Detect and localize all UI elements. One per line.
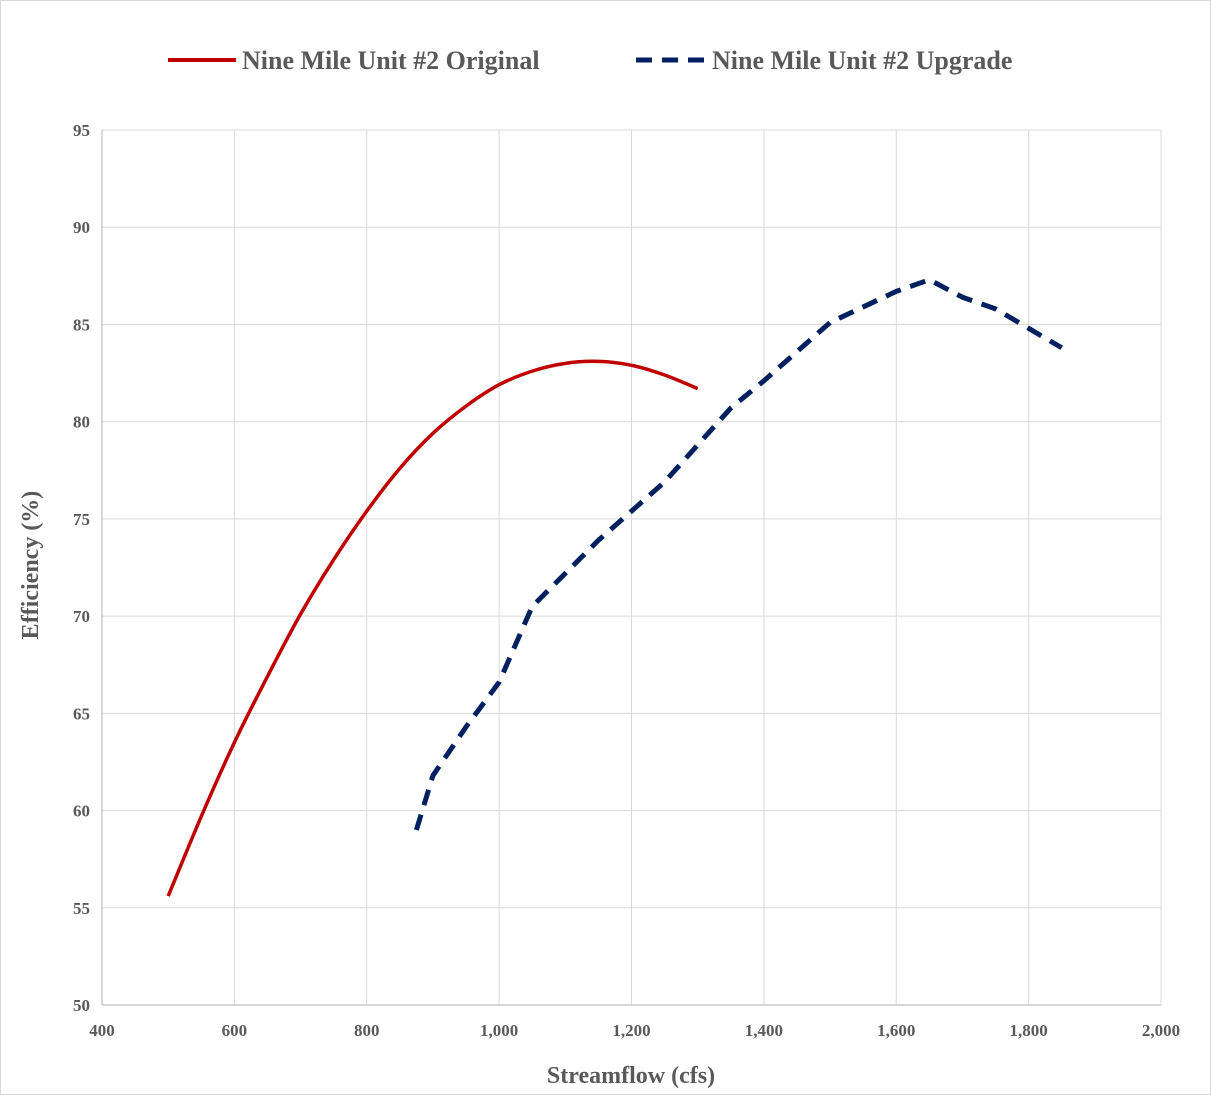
y-tick-label: 95 [73, 121, 90, 140]
grid-lines [102, 129, 1162, 1005]
legend-label-original: Nine Mile Unit #2 Original [242, 46, 540, 75]
legend: Nine Mile Unit #2 Original Nine Mile Uni… [168, 46, 1012, 75]
x-tick-label: 400 [89, 1021, 115, 1040]
axes: 50 55 60 65 70 75 80 85 90 95 400 600 800 1,000 1,200 1… [73, 121, 1180, 1040]
y-tick-label: 65 [73, 704, 90, 723]
x-tick-label: 1,600 [877, 1021, 915, 1040]
y-tick-label: 80 [73, 413, 90, 432]
x-axis-title: Streamflow (cfs) [547, 1063, 715, 1089]
y-tick-label: 75 [73, 510, 90, 529]
series-lines [166, 277, 1063, 897]
y-tick-label: 60 [73, 802, 90, 821]
y-tick-label: 55 [73, 899, 90, 918]
y-tick-label: 70 [73, 607, 90, 626]
series-line-upgrade [413, 277, 1063, 831]
series-line-original [166, 359, 699, 897]
y-axis-title: Efficiency (%) [18, 491, 44, 640]
x-tick-label: 1,400 [745, 1021, 783, 1040]
y-tick-label: 90 [73, 218, 90, 237]
y-tick-label: 85 [73, 315, 90, 334]
y-tick-label: 50 [73, 996, 90, 1015]
x-tick-label: 1,800 [1010, 1021, 1048, 1040]
x-tick-label: 600 [222, 1021, 248, 1040]
x-tick-label: 1,200 [612, 1021, 650, 1040]
x-tick-label: 1,000 [480, 1021, 518, 1040]
legend-label-upgrade: Nine Mile Unit #2 Upgrade [712, 46, 1012, 75]
x-tick-label: 2,000 [1142, 1021, 1180, 1040]
x-tick-label: 800 [354, 1021, 380, 1040]
